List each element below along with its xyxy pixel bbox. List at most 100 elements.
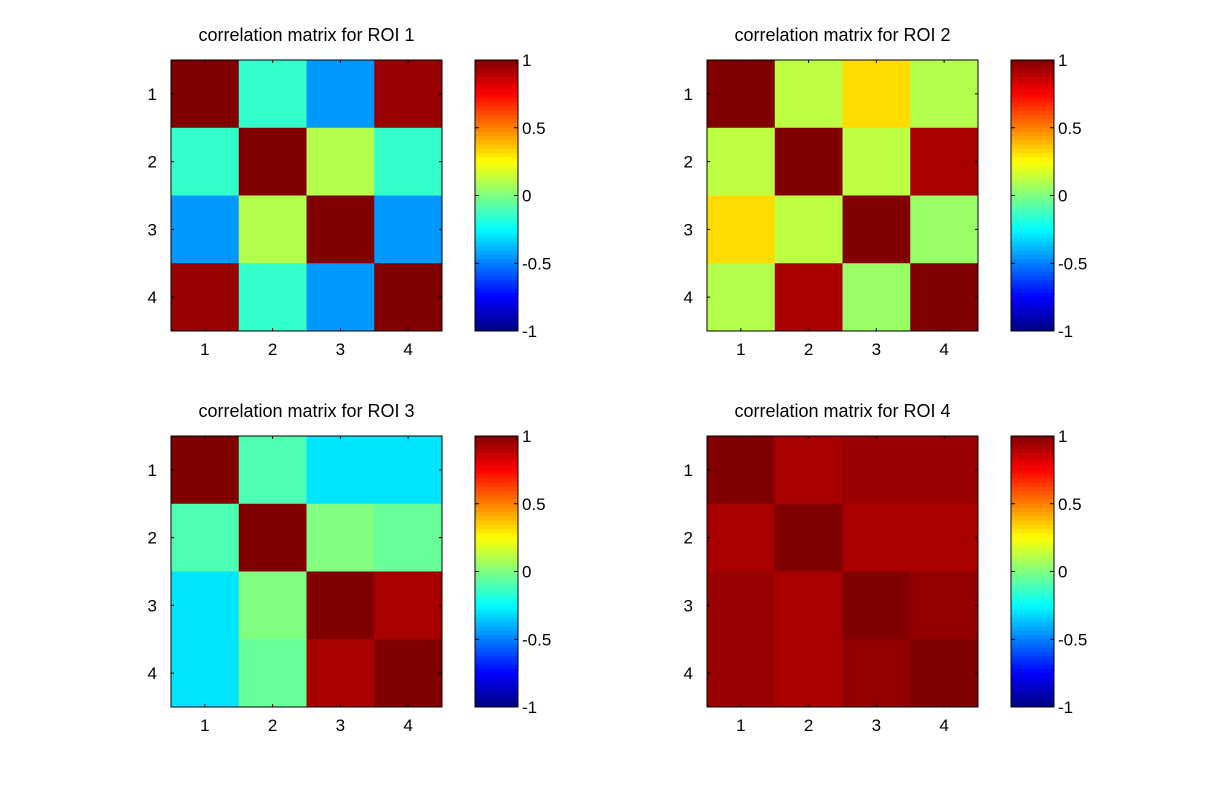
colorbar-segment <box>475 694 518 699</box>
colorbar-segment <box>1011 486 1054 492</box>
subplot-4: correlation matrix for ROI 4 1 2 3 4 1 2 3 4 1 0.5… <box>684 401 1088 735</box>
colorbar-segment <box>1011 452 1054 458</box>
colorbar-segment <box>1011 605 1054 611</box>
heatmap-cell <box>306 436 375 505</box>
colorbar-segment <box>475 280 518 285</box>
colorbar-tick-label: -0.5 <box>1058 254 1087 273</box>
x-tick-label: 1 <box>200 340 209 359</box>
colorbar-segment <box>1011 520 1054 526</box>
colorbar-tick-label: 0.5 <box>1058 119 1082 138</box>
subplot-3: correlation matrix for ROI 3 1 2 3 4 1 2 3 4 1 0.5… <box>148 401 552 735</box>
colorbar-tick-label: 0 <box>1058 563 1067 582</box>
subplot-1: correlation matrix for ROI 1 1 2 3 4 1 2 3 4 1 0.5… <box>148 25 552 359</box>
subplot-2: correlation matrix for ROI 2 1 2 3 4 1 2 3 4 1 0.5… <box>684 25 1088 359</box>
colorbar-segment <box>1011 318 1054 323</box>
colorbar-segment <box>1011 187 1054 192</box>
colorbar-segment <box>475 60 518 65</box>
colorbar-segment <box>475 271 518 277</box>
colorbar-segment <box>1011 136 1054 141</box>
y-tick-label: 1 <box>684 85 693 104</box>
colorbar-segment <box>475 575 518 581</box>
x-tick-label: 1 <box>736 716 745 735</box>
colorbar-tick-label: 0.5 <box>522 495 546 514</box>
colorbar-segment <box>1011 507 1054 513</box>
colorbar-segment <box>475 440 518 445</box>
colorbar-segment <box>475 157 518 163</box>
heatmap-cell <box>842 503 911 572</box>
colorbar-segment <box>1011 677 1054 682</box>
colorbar-segment <box>475 115 518 120</box>
y-tick-label: 2 <box>684 529 693 548</box>
heatmap-cell <box>774 195 843 264</box>
colorbar-segment <box>1011 596 1054 602</box>
colorbar-segment <box>1011 284 1054 290</box>
colorbar-segment <box>475 698 518 704</box>
heatmap-cell <box>707 263 776 332</box>
heatmap-cell <box>306 571 375 640</box>
colorbar-segment <box>1011 660 1054 666</box>
colorbar-segment <box>1011 651 1054 657</box>
colorbar-segment <box>475 524 518 530</box>
heatmap-cell <box>238 436 307 505</box>
colorbar-segment <box>1011 233 1054 239</box>
colorbar-segment <box>1011 584 1054 589</box>
colorbar-segment <box>475 630 518 636</box>
colorbar-segment <box>1011 609 1054 615</box>
colorbar-segment <box>475 482 518 488</box>
colorbar-segment <box>1011 647 1054 653</box>
x-tick-label: 4 <box>939 340 948 359</box>
colorbar-segment <box>475 491 518 496</box>
x-tick-label: 2 <box>804 340 813 359</box>
colorbar-segment <box>475 127 518 133</box>
colorbar-segment <box>475 512 518 517</box>
heatmap-cell <box>910 195 979 264</box>
colorbar-segment <box>1011 165 1054 171</box>
colorbar-segment <box>1011 444 1054 450</box>
colorbar-tick-label: -0.5 <box>522 630 551 649</box>
colorbar-segment <box>1011 148 1054 154</box>
colorbar-segment <box>475 584 518 589</box>
colorbar-segment <box>1011 668 1054 674</box>
colorbar-segment <box>475 191 518 196</box>
colorbar-segment <box>1011 440 1054 445</box>
colorbar-segment <box>1011 301 1054 306</box>
heatmap-cell <box>171 195 240 264</box>
colorbar-segment <box>475 452 518 458</box>
y-tick-label: 4 <box>684 288 693 307</box>
colorbar-segment <box>1011 322 1054 328</box>
colorbar-segment <box>475 635 518 640</box>
colorbar-segment <box>475 588 518 594</box>
heatmap-cell <box>910 263 979 332</box>
axes-frame <box>170 59 443 332</box>
colorbar-segment <box>475 123 518 129</box>
heatmap-cell <box>374 503 443 572</box>
colorbar-segment <box>475 89 518 95</box>
x-tick-label: 2 <box>268 340 277 359</box>
x-tick-label: 3 <box>336 340 345 359</box>
heatmap-cell <box>842 127 911 196</box>
colorbar-segment <box>475 254 518 260</box>
heatmap-cell <box>707 127 776 196</box>
heatmap-cell <box>910 571 979 640</box>
colorbar-segment <box>475 592 518 598</box>
y-tick-label: 4 <box>148 288 157 307</box>
colorbar-segment <box>475 618 518 623</box>
heatmap-cell <box>306 60 375 129</box>
heatmap-cell <box>842 195 911 264</box>
colorbar-segment <box>1011 558 1054 564</box>
colorbar-segment <box>475 486 518 492</box>
colorbar-segment <box>1011 461 1054 467</box>
colorbar-segment <box>1011 656 1054 661</box>
colorbar-segment <box>475 461 518 467</box>
heatmap-cell <box>374 60 443 129</box>
colorbar-segment <box>475 626 518 632</box>
colorbar-segment <box>475 85 518 91</box>
heatmap-cell <box>842 639 911 708</box>
colorbar-segment <box>475 140 518 146</box>
colorbar-segment <box>1011 199 1054 205</box>
heatmap-cell <box>707 60 776 129</box>
colorbar-segment <box>1011 465 1054 471</box>
heatmap-cell <box>374 639 443 708</box>
